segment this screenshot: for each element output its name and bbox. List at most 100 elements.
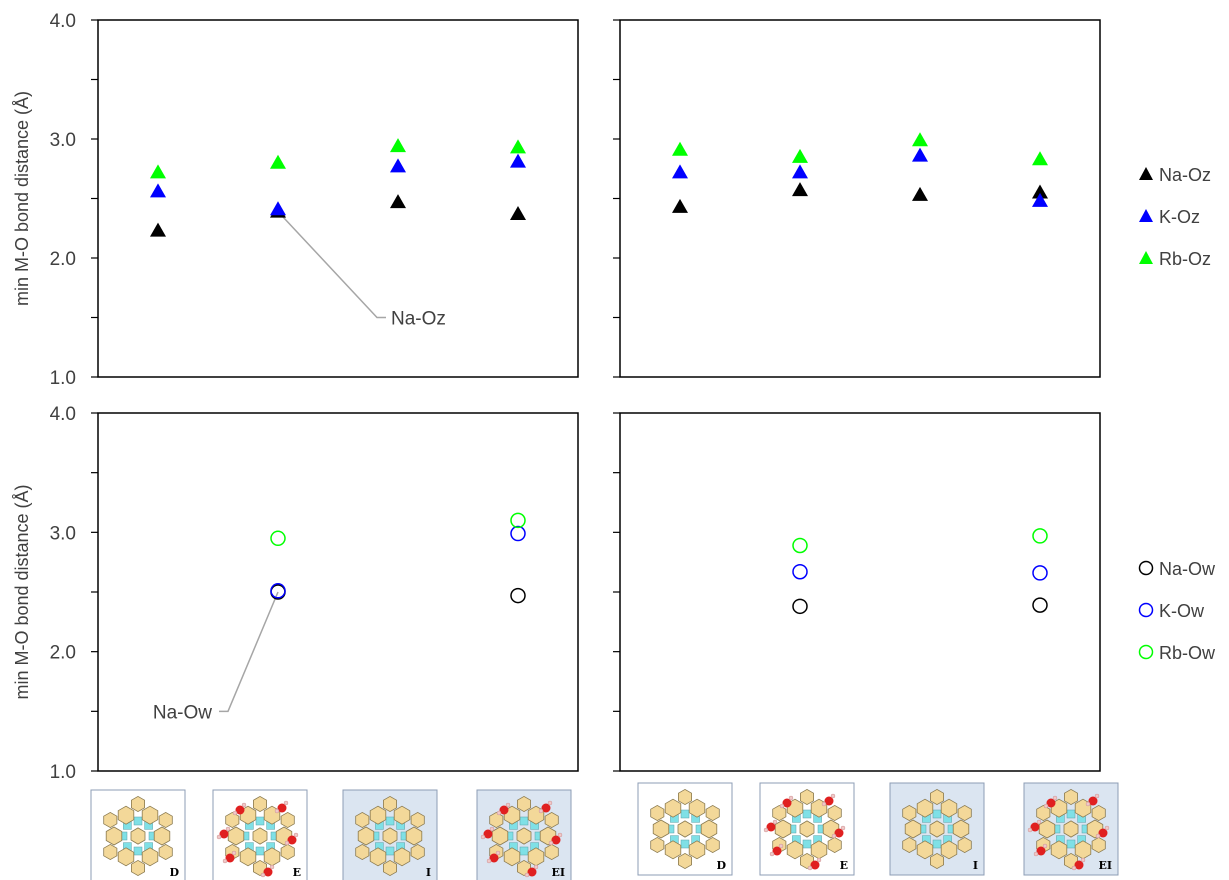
y-tick-label: 1.0 bbox=[50, 368, 76, 389]
structure-thumbnail-d: D bbox=[637, 782, 733, 876]
water-oxygen bbox=[551, 835, 561, 845]
data-point-k-oz bbox=[150, 183, 166, 198]
water-hydrogen bbox=[547, 800, 553, 806]
panel-top-right bbox=[613, 19, 1101, 378]
water-hydrogen bbox=[840, 825, 846, 831]
data-point-rb-oz bbox=[510, 139, 526, 154]
y-axis-title: min M-O bond distance (Å) bbox=[12, 484, 32, 699]
structure-label: E bbox=[293, 866, 301, 879]
framework-ring bbox=[280, 843, 295, 861]
framework-ring bbox=[355, 843, 370, 861]
framework-ring bbox=[252, 859, 268, 877]
water-oxygen bbox=[824, 796, 834, 806]
water-oxygen bbox=[235, 805, 245, 815]
water-hydrogen bbox=[1036, 819, 1042, 825]
y-axis-title: min M-O bond distance (Å) bbox=[12, 91, 32, 306]
data-point-rb-oz bbox=[792, 148, 808, 163]
framework-ring bbox=[774, 819, 792, 839]
structure-label: EI bbox=[1098, 859, 1112, 872]
framework-ring bbox=[930, 788, 944, 806]
framework-ring bbox=[239, 847, 257, 867]
water-hydrogen bbox=[1095, 833, 1101, 839]
data-point-k-oz bbox=[510, 153, 526, 168]
water-oxygen bbox=[483, 829, 493, 839]
data-point-na-oz bbox=[912, 186, 928, 201]
data-point-na-oz bbox=[150, 222, 166, 237]
water-hydrogen bbox=[772, 819, 778, 825]
structure-thumbnail-i: I bbox=[342, 789, 438, 880]
legend-label: K-Oz bbox=[1159, 207, 1200, 227]
water-hydrogen bbox=[807, 865, 813, 871]
framework-ring bbox=[902, 836, 917, 854]
framework-link bbox=[255, 846, 265, 856]
framework-ring bbox=[382, 859, 398, 877]
water-hydrogen bbox=[788, 795, 794, 801]
water-hydrogen bbox=[480, 834, 486, 840]
framework-ring bbox=[153, 826, 171, 846]
framework-link bbox=[802, 809, 812, 819]
water-hydrogen bbox=[524, 872, 530, 878]
water-oxygen bbox=[834, 828, 844, 838]
framework-link bbox=[932, 839, 942, 849]
data-point-k-oz bbox=[792, 164, 808, 179]
plot-frame bbox=[619, 19, 1101, 378]
structure-label: D bbox=[716, 859, 726, 872]
framework-ring bbox=[225, 811, 240, 829]
y-tick-label: 3.0 bbox=[50, 523, 76, 544]
water-hydrogen bbox=[548, 840, 554, 846]
water-hydrogen bbox=[222, 858, 228, 864]
structure-thumbnail-e: E bbox=[212, 789, 308, 880]
data-point-k-oz bbox=[270, 201, 286, 216]
framework-ring bbox=[105, 826, 123, 846]
annotation-label: Na-Ow bbox=[153, 702, 212, 723]
water-hydrogen bbox=[231, 850, 237, 856]
framework-ring bbox=[252, 795, 268, 813]
water-hydrogen bbox=[538, 808, 544, 814]
water-oxygen bbox=[1046, 798, 1056, 808]
water-oxygen bbox=[277, 803, 287, 813]
water-hydrogen bbox=[763, 827, 769, 833]
framework-link bbox=[133, 816, 143, 826]
framework-ring bbox=[382, 795, 398, 813]
framework-ring bbox=[369, 805, 387, 825]
data-point-k-oz bbox=[672, 164, 688, 179]
water-hydrogen bbox=[778, 843, 784, 849]
legend-marker bbox=[1138, 560, 1154, 576]
water-hydrogen bbox=[1104, 825, 1110, 831]
framework-ring bbox=[355, 811, 370, 829]
framework-link bbox=[133, 846, 143, 856]
framework-ring bbox=[516, 827, 532, 845]
water-oxygen bbox=[489, 853, 499, 863]
data-point-na-ow bbox=[510, 587, 526, 604]
structure-label: I bbox=[426, 866, 431, 879]
water-hydrogen bbox=[495, 850, 501, 856]
framework-ring bbox=[544, 843, 559, 861]
water-oxygen bbox=[810, 860, 820, 870]
structure-label: D bbox=[169, 866, 179, 879]
framework-ring bbox=[940, 798, 958, 818]
water-oxygen bbox=[1074, 860, 1084, 870]
water-oxygen bbox=[766, 822, 776, 832]
framework-ring bbox=[1091, 804, 1106, 822]
water-hydrogen bbox=[216, 834, 222, 840]
water-oxygen bbox=[219, 829, 229, 839]
framework-ring bbox=[489, 811, 504, 829]
framework-ring bbox=[158, 811, 173, 829]
water-oxygen bbox=[499, 805, 509, 815]
water-hydrogen bbox=[779, 803, 785, 809]
water-hydrogen bbox=[830, 793, 836, 799]
data-point-rb-oz bbox=[150, 164, 166, 179]
framework-link bbox=[1066, 839, 1076, 849]
framework-ring bbox=[263, 847, 281, 867]
data-point-na-oz bbox=[390, 194, 406, 209]
framework-ring bbox=[940, 840, 958, 860]
framework-ring bbox=[405, 826, 423, 846]
data-point-na-oz bbox=[672, 198, 688, 213]
framework-ring bbox=[652, 819, 670, 839]
annotation-label: Na-Oz bbox=[391, 309, 446, 330]
framework-ring bbox=[650, 804, 665, 822]
legend-marker bbox=[1139, 251, 1153, 264]
water-oxygen bbox=[1088, 796, 1098, 806]
water-hydrogen bbox=[489, 826, 495, 832]
